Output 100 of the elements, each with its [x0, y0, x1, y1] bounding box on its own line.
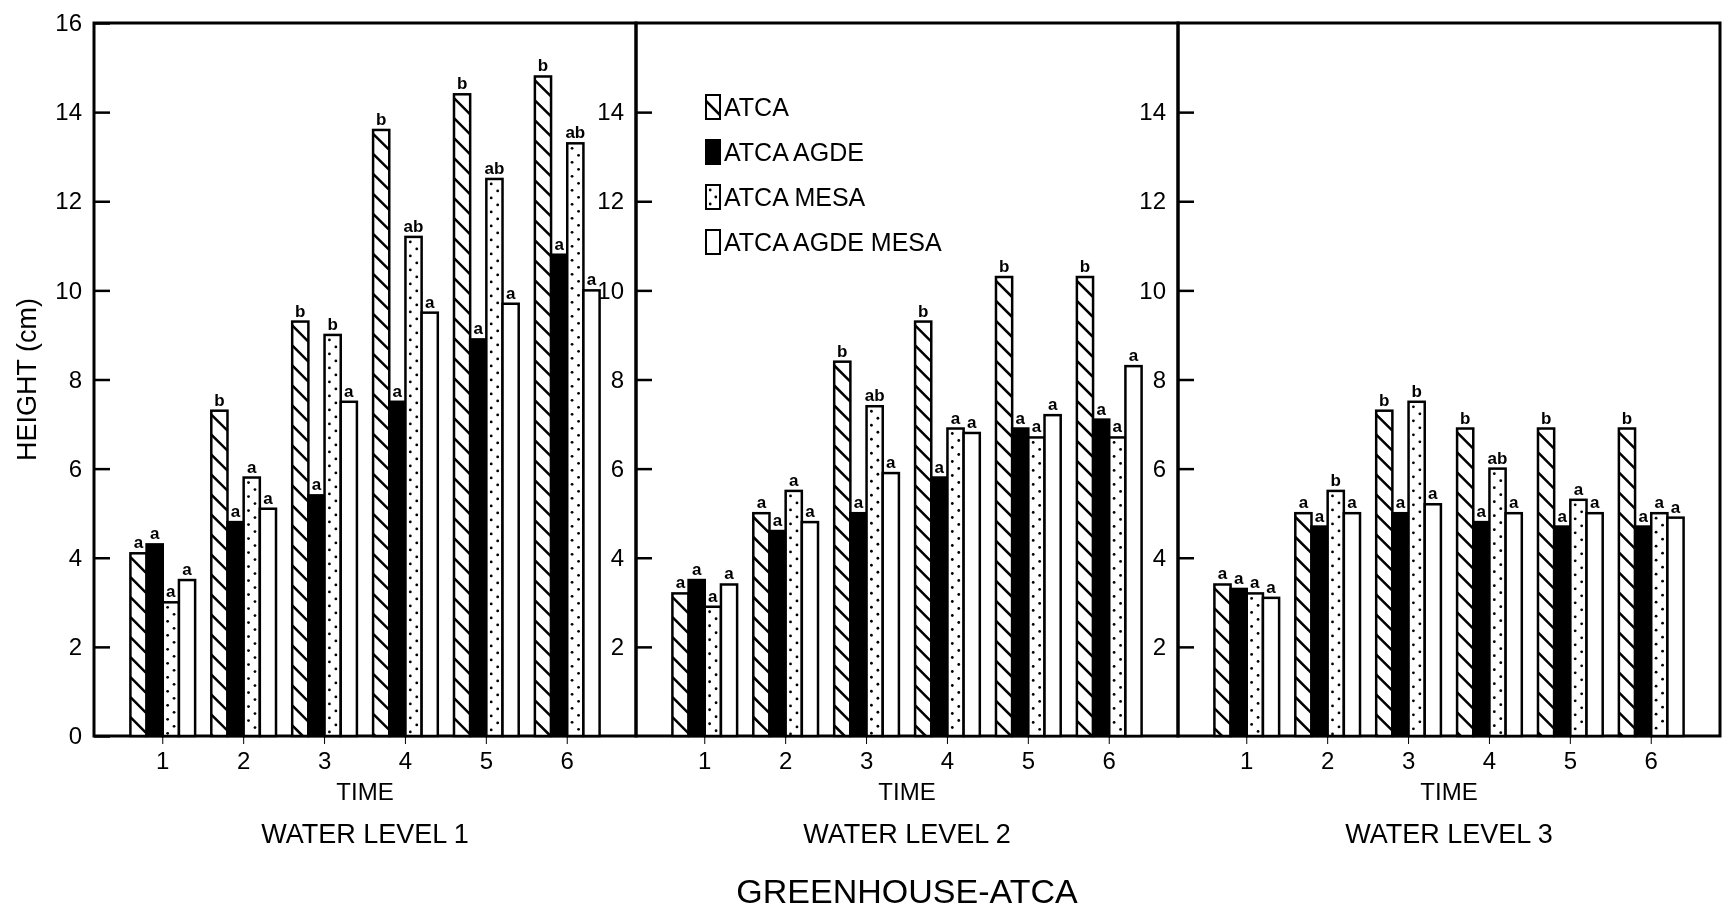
y-tick-label: 16 — [55, 9, 82, 37]
data-label: b — [327, 314, 338, 334]
data-label: b — [837, 341, 848, 361]
y-tick-label: 2 — [1152, 633, 1166, 661]
x-tick-label: 6 — [1102, 747, 1116, 775]
data-label: a — [392, 381, 403, 401]
data-label: a — [1096, 399, 1107, 419]
x-tick-label: 4 — [1482, 747, 1497, 775]
data-label: a — [1314, 506, 1325, 526]
y-tick-label: 2 — [68, 633, 82, 661]
data-label: b — [1330, 470, 1341, 490]
data-label: a — [950, 408, 961, 428]
text: WATER LEVEL 1 — [261, 819, 469, 849]
x-tick-label: 3 — [859, 747, 874, 775]
data-label: a — [166, 582, 177, 602]
y-tick-label: 6 — [1152, 454, 1166, 482]
data-label: a — [1670, 497, 1681, 517]
y-tick-label: 12 — [597, 187, 624, 215]
x-tick-label: 5 — [1563, 747, 1578, 775]
data-label: b — [1411, 381, 1422, 401]
data-label: b — [295, 301, 306, 321]
x-tick-label: 3 — [1401, 747, 1416, 775]
x-tick-label: 1 — [698, 747, 712, 775]
data-label: a — [1015, 408, 1026, 428]
data-label: a — [1476, 502, 1487, 522]
data-label: a — [853, 493, 864, 513]
y-tick-label: 10 — [55, 276, 82, 304]
data-label: a — [344, 381, 355, 401]
data-label: b — [456, 74, 468, 94]
y-tick-label: 14 — [55, 98, 82, 126]
data-label: a — [1250, 573, 1261, 593]
y-tick-label: 14 — [1139, 98, 1166, 126]
data-label: a — [473, 319, 484, 339]
data-label: b — [537, 56, 549, 76]
x-axis-title: TIME — [336, 778, 394, 805]
data-label: a — [505, 283, 516, 303]
data-label: b — [998, 257, 1010, 277]
data-label: a — [263, 488, 274, 508]
data-label: a — [149, 524, 160, 544]
data-label: a — [966, 412, 977, 432]
data-label: ab — [1487, 448, 1508, 468]
data-label: a — [724, 564, 735, 584]
x-tick-label: 4 — [398, 747, 413, 775]
data-label: ab — [864, 386, 885, 406]
x-tick-label: 1 — [156, 747, 170, 775]
y-tick-label: 14 — [597, 98, 624, 126]
x-tick-label: 6 — [1644, 747, 1658, 775]
x-axis-title: TIME — [1420, 778, 1478, 805]
data-label: a — [1428, 484, 1439, 504]
y-tick-label: 8 — [610, 365, 624, 393]
y-tick-label: 10 — [1139, 276, 1166, 304]
text: WATER LEVEL 2 — [803, 819, 1011, 849]
data-label: a — [133, 533, 144, 553]
data-label: a — [756, 493, 767, 513]
data-label: a — [1112, 417, 1123, 437]
y-tick-label: 4 — [68, 543, 82, 571]
data-label: b — [1621, 408, 1633, 428]
x-tick-label: 5 — [479, 747, 494, 775]
y-tick-label: 12 — [1139, 187, 1166, 215]
text: GREENHOUSE-ATCA — [736, 872, 1078, 910]
data-label: a — [1031, 417, 1042, 437]
data-label: a — [424, 292, 435, 312]
data-label: a — [805, 502, 816, 522]
x-tick-label: 3 — [317, 747, 332, 775]
data-label: b — [1079, 257, 1091, 277]
data-label: a — [1638, 506, 1649, 526]
data-label: a — [1128, 346, 1139, 366]
data-label: b — [375, 109, 387, 129]
y-tick-label: 4 — [1152, 543, 1166, 571]
data-label: ab — [565, 123, 586, 143]
legend-label: ATCA AGDE — [724, 138, 864, 166]
data-label: a — [247, 457, 258, 477]
legend-label: ATCA — [724, 93, 790, 121]
y-tick-label: 6 — [68, 454, 82, 482]
y-tick-label: 4 — [610, 543, 624, 571]
data-label: b — [1459, 408, 1471, 428]
y-tick-label: 8 — [68, 365, 82, 393]
data-label: a — [1266, 577, 1277, 597]
y-tick-label: 2 — [610, 633, 624, 661]
data-label: a — [708, 586, 719, 606]
y-tick-label: 10 — [597, 276, 624, 304]
data-label: a — [886, 453, 897, 473]
data-label: b — [1540, 408, 1552, 428]
x-tick-label: 4 — [940, 747, 955, 775]
y-tick-label: 12 — [55, 187, 82, 215]
data-label: a — [230, 502, 241, 522]
data-label: a — [1347, 493, 1358, 513]
data-label: b — [917, 301, 929, 321]
data-label: a — [1233, 568, 1244, 588]
data-label: a — [691, 560, 702, 580]
data-label: a — [1589, 493, 1600, 513]
y-tick-label: 8 — [1152, 365, 1166, 393]
x-tick-label: 2 — [1320, 747, 1335, 775]
data-label: a — [772, 511, 783, 531]
x-tick-label: 5 — [1021, 747, 1036, 775]
data-label: a — [789, 470, 800, 490]
data-label: a — [586, 270, 597, 290]
y-tick-label: 6 — [610, 454, 624, 482]
x-tick-label: 6 — [560, 747, 574, 775]
x-tick-label: 2 — [236, 747, 251, 775]
